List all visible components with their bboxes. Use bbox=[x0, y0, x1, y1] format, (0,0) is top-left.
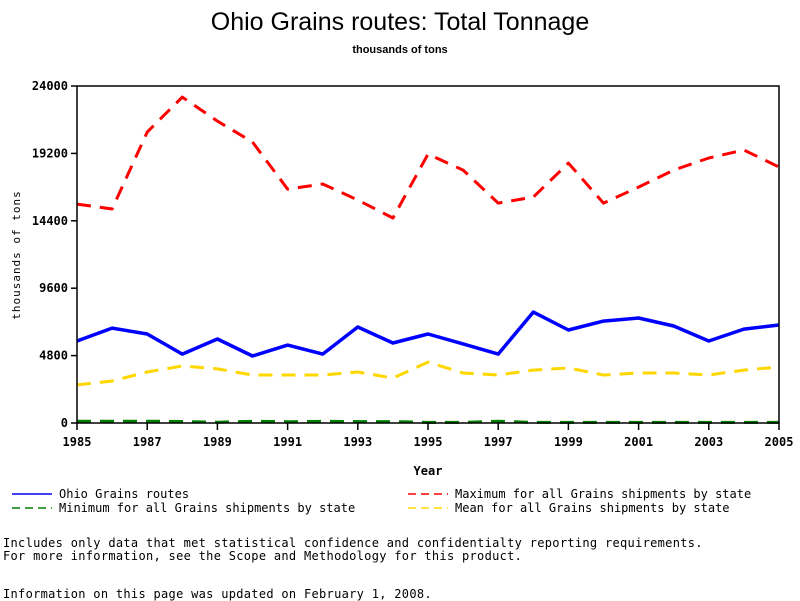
x-tick-label: 2003 bbox=[694, 435, 723, 449]
x-axis-label: Year bbox=[414, 464, 443, 478]
legend-label-1: Maximum for all Grains shipments by stat… bbox=[455, 487, 751, 501]
x-tick-label: 1995 bbox=[414, 435, 443, 449]
legend-label-2: Minimum for all Grains shipments by stat… bbox=[59, 501, 355, 515]
y-tick-label: 4800 bbox=[39, 349, 68, 363]
y-axis-label: thousands of tons bbox=[10, 190, 23, 320]
y-tick-label: 24000 bbox=[32, 79, 68, 93]
note-updated: Information on this page was updated on … bbox=[3, 587, 432, 601]
legend-label-0: Ohio Grains routes bbox=[59, 487, 189, 501]
x-tick-label: 1987 bbox=[133, 435, 162, 449]
series-line-3 bbox=[77, 362, 779, 385]
x-tick-label: 1993 bbox=[343, 435, 372, 449]
plot-area bbox=[77, 97, 779, 423]
y-tick-label: 0 bbox=[61, 416, 68, 430]
x-tick-label: 1999 bbox=[554, 435, 583, 449]
note-confidence: Includes only data that met statistical … bbox=[3, 536, 703, 550]
note-methodology: For more information, see the Scope and … bbox=[3, 549, 522, 563]
series-line-1 bbox=[77, 97, 779, 218]
x-tick-label: 1985 bbox=[63, 435, 92, 449]
legend-label-3: Mean for all Grains shipments by state bbox=[455, 501, 730, 515]
chart-subtitle: thousands of tons bbox=[352, 44, 447, 56]
y-tick-label: 19200 bbox=[32, 146, 68, 160]
x-tick-label: 2001 bbox=[624, 435, 653, 449]
y-tick-label: 14400 bbox=[32, 214, 68, 228]
x-tick-label: 1997 bbox=[484, 435, 513, 449]
x-tick-label: 1989 bbox=[203, 435, 232, 449]
chart-title: Ohio Grains routes: Total Tonnage bbox=[211, 8, 589, 36]
x-tick-label: 2005 bbox=[765, 435, 794, 449]
x-tick-label: 1991 bbox=[273, 435, 302, 449]
y-tick-label: 9600 bbox=[39, 281, 68, 295]
